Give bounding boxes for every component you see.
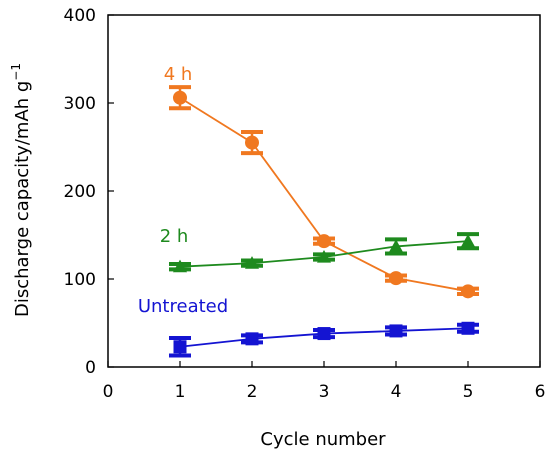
data-point xyxy=(245,332,259,346)
x-tick-label: 6 xyxy=(535,382,546,402)
y-tick-label: 300 xyxy=(64,94,96,114)
series-label-4-h: 4 h xyxy=(164,64,193,85)
series-4-h xyxy=(169,85,479,299)
axes xyxy=(107,14,541,368)
data-point xyxy=(245,135,259,150)
data-point xyxy=(461,234,475,247)
y-axis-title: Discharge capacity/mAh g−1 xyxy=(9,63,33,317)
y-axis-title-superscript: −1 xyxy=(9,63,23,81)
y-tick-label: 100 xyxy=(64,270,96,290)
data-point xyxy=(461,284,475,299)
x-tick-label: 3 xyxy=(319,382,330,402)
y-axis-title-main: Discharge capacity/mAh g xyxy=(12,81,33,317)
y-tick-label: 0 xyxy=(85,358,96,378)
data-point xyxy=(245,256,259,269)
data-point xyxy=(389,239,403,253)
y-tick-label: 400 xyxy=(64,6,96,26)
x-tick-label: 2 xyxy=(247,382,258,402)
x-tick-label: 0 xyxy=(103,382,114,402)
tick-labels: 0 1 2 3 4 5 6 0 100 200 300 400 xyxy=(64,6,546,402)
series-labels: 4 h 2 h Untreated xyxy=(138,64,228,317)
data-point xyxy=(317,250,331,263)
data-point xyxy=(317,327,331,341)
series-label-untreated: Untreated xyxy=(138,296,228,317)
series-untreated xyxy=(169,321,479,358)
data-point xyxy=(461,321,475,335)
data-point xyxy=(173,90,187,105)
x-tick-label: 1 xyxy=(175,382,186,402)
data-point xyxy=(317,234,331,249)
series-label-2-h: 2 h xyxy=(160,226,189,247)
x-tick-label: 5 xyxy=(463,382,474,402)
series-2-h xyxy=(169,232,479,273)
x-tick-label: 4 xyxy=(391,382,402,402)
data-point xyxy=(173,340,187,354)
x-axis-title: Cycle number xyxy=(260,429,386,450)
series-layer xyxy=(169,85,479,358)
data-point xyxy=(389,271,403,286)
data-point xyxy=(389,324,403,338)
y-tick-label: 200 xyxy=(64,182,96,202)
data-point xyxy=(173,259,187,273)
